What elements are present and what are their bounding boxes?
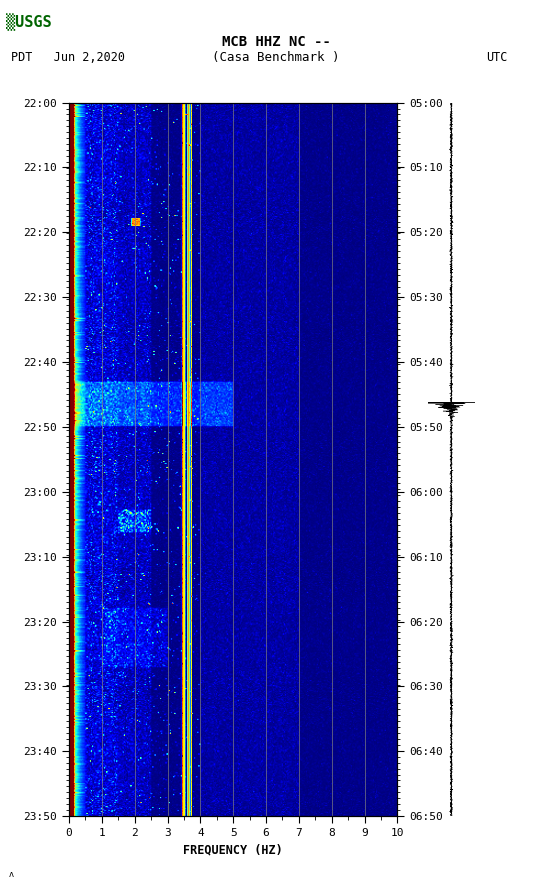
Text: PDT   Jun 2,2020: PDT Jun 2,2020: [11, 51, 125, 64]
Text: UTC: UTC: [486, 51, 507, 64]
X-axis label: FREQUENCY (HZ): FREQUENCY (HZ): [183, 844, 283, 856]
Text: MCB HHZ NC --: MCB HHZ NC --: [221, 35, 331, 49]
Text: ʌ: ʌ: [8, 870, 13, 879]
Text: ▒USGS: ▒USGS: [6, 13, 51, 31]
Text: (Casa Benchmark ): (Casa Benchmark ): [213, 51, 339, 64]
